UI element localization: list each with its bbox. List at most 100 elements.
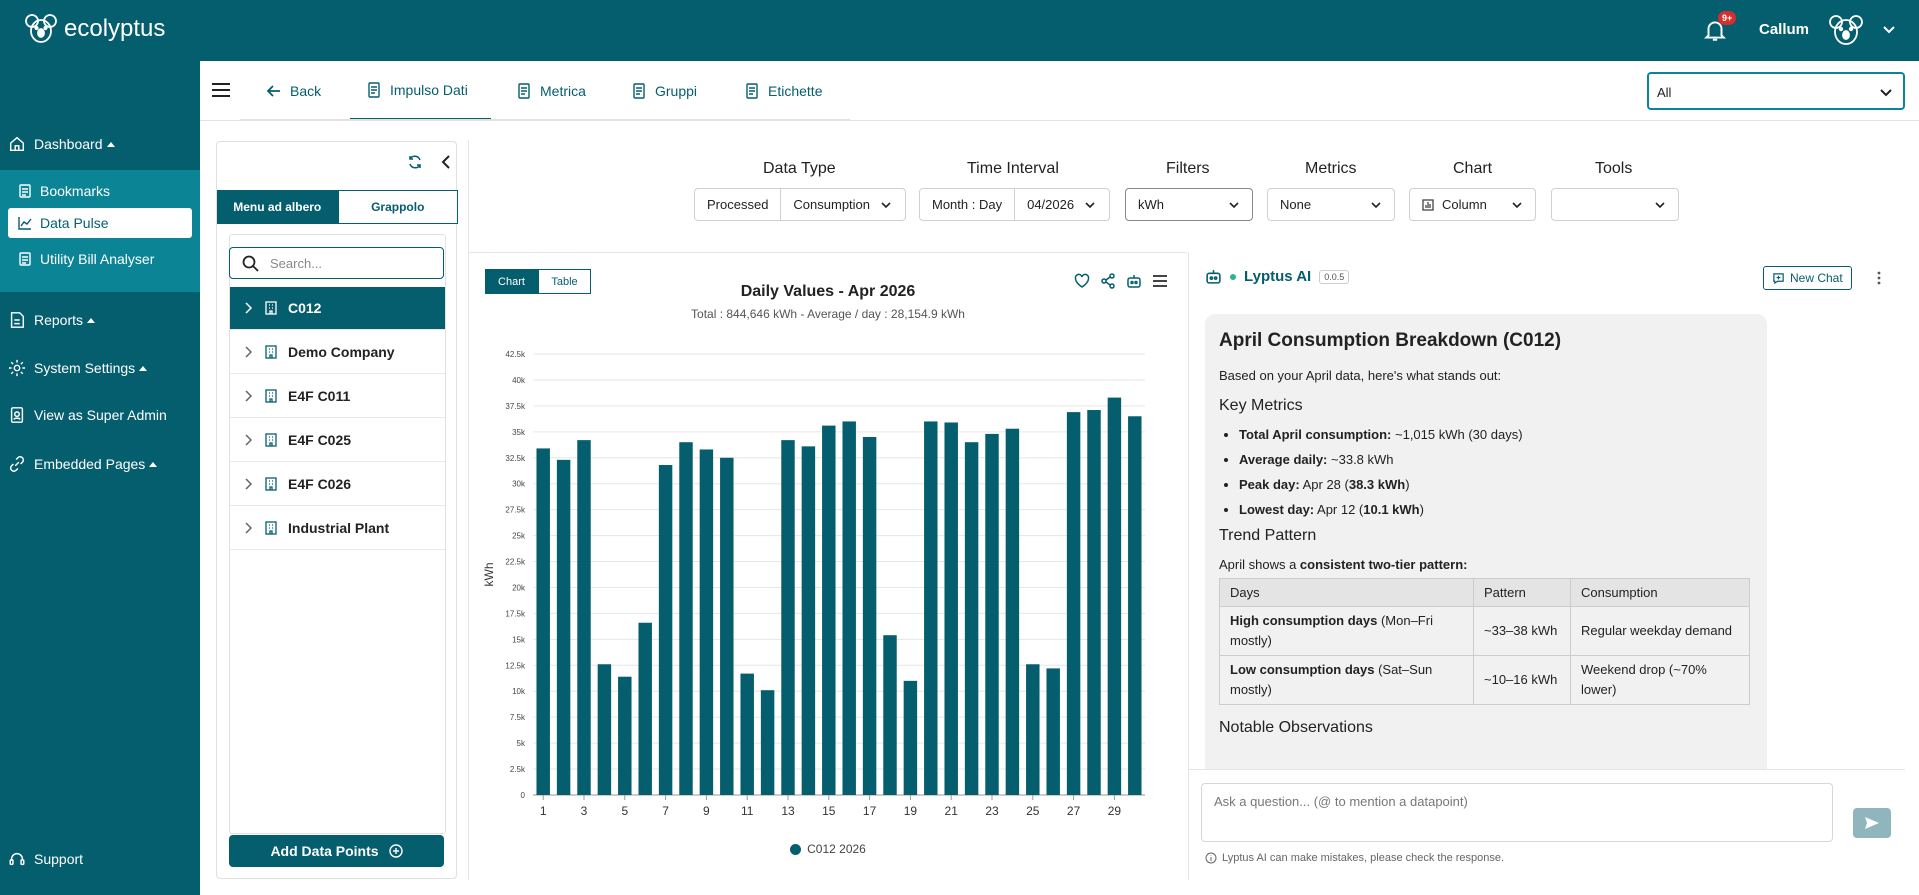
- document-icon: [518, 82, 530, 99]
- tab-impulso-dati[interactable]: Impulso Dati: [350, 61, 491, 120]
- add-data-points-button[interactable]: Add Data Points: [229, 835, 444, 867]
- bar[interactable]: [1026, 664, 1040, 795]
- bar[interactable]: [536, 448, 550, 795]
- user-avatar-icon[interactable]: [1826, 10, 1866, 50]
- chevron-right-icon[interactable]: [242, 346, 254, 358]
- chevron-right-icon[interactable]: [242, 302, 254, 314]
- brand-logo[interactable]: ecolyptus: [24, 12, 165, 46]
- back-button[interactable]: Back: [266, 61, 321, 120]
- heart-icon[interactable]: [1074, 273, 1090, 289]
- bar[interactable]: [1107, 397, 1122, 795]
- chart-view-chart[interactable]: Chart: [485, 269, 538, 294]
- bar[interactable]: [1087, 410, 1101, 795]
- bar[interactable]: [740, 673, 754, 795]
- sidebar-item-data-pulse[interactable]: Data Pulse: [8, 208, 192, 238]
- sidebar-item-utility-bill[interactable]: Utility Bill Analyser: [8, 244, 192, 274]
- tree-node-e4f-c025[interactable]: E4F C025: [230, 419, 445, 462]
- bar[interactable]: [862, 437, 877, 795]
- tree-mode-cluster[interactable]: Grappolo: [337, 190, 458, 224]
- bar[interactable]: [883, 635, 897, 795]
- bar[interactable]: [801, 446, 816, 795]
- bar[interactable]: [903, 680, 918, 795]
- link-icon: [9, 456, 25, 472]
- tab-etichette[interactable]: Etichette: [744, 61, 822, 120]
- sidebar-item-reports[interactable]: Reports: [0, 305, 200, 335]
- user-name[interactable]: Callum: [1759, 21, 1810, 38]
- tree-node-e4f-c026[interactable]: E4F C026: [230, 463, 445, 506]
- y-tick-label: 35k: [512, 428, 526, 437]
- metrics-select[interactable]: None: [1267, 188, 1395, 221]
- hamburger-menu-icon[interactable]: [212, 82, 230, 98]
- data-type-processed[interactable]: Processed: [695, 189, 782, 220]
- bar[interactable]: [760, 690, 775, 795]
- share-icon[interactable]: [1100, 273, 1116, 289]
- y-tick-label: 42.5k: [505, 350, 526, 359]
- add-data-points-label: Add Data Points: [270, 843, 379, 859]
- chevron-right-icon[interactable]: [242, 522, 254, 534]
- tree-node-label: E4F C011: [288, 388, 351, 404]
- tree-node-industrial-plant[interactable]: Industrial Plant: [230, 507, 445, 550]
- bar[interactable]: [720, 457, 734, 795]
- tab-metrica[interactable]: Metrica: [516, 61, 586, 120]
- tree-node-e4f-c011[interactable]: E4F C011: [230, 375, 445, 418]
- send-button[interactable]: [1853, 808, 1891, 838]
- metrics-value: None: [1280, 197, 1312, 212]
- notification-bell-icon[interactable]: [1702, 16, 1728, 44]
- arrow-left-icon: [266, 84, 280, 97]
- tab-gruppi[interactable]: Gruppi: [631, 61, 697, 120]
- tree-mode-tree[interactable]: Menu ad albero: [217, 190, 338, 224]
- bar[interactable]: [985, 433, 999, 795]
- scope-select[interactable]: All: [1647, 72, 1905, 110]
- bar[interactable]: [1046, 668, 1060, 795]
- time-value-select[interactable]: 04/2026: [1015, 189, 1108, 220]
- tools-select[interactable]: [1551, 188, 1679, 221]
- bar[interactable]: [1066, 412, 1081, 795]
- bar[interactable]: [1005, 428, 1020, 795]
- more-options-icon[interactable]: [1872, 270, 1886, 286]
- bar[interactable]: [597, 664, 612, 795]
- filters-select[interactable]: kWh: [1125, 188, 1253, 221]
- chevron-right-icon[interactable]: [242, 434, 254, 446]
- bar[interactable]: [556, 459, 571, 795]
- bar[interactable]: [618, 676, 632, 795]
- chart-view-table[interactable]: Table: [538, 269, 591, 294]
- chart-legend[interactable]: C012 2026: [469, 842, 1187, 856]
- chevron-right-icon[interactable]: [242, 390, 254, 402]
- tree-node-c012[interactable]: C012: [230, 287, 445, 330]
- menu-icon[interactable]: [1152, 273, 1168, 289]
- bar[interactable]: [781, 440, 795, 795]
- sidebar-item-bookmarks[interactable]: Bookmarks: [8, 176, 192, 206]
- bar[interactable]: [1128, 416, 1142, 795]
- chevron-left-icon[interactable]: [439, 154, 455, 170]
- sidebar-item-system-settings[interactable]: System Settings: [0, 353, 200, 383]
- chart-label: Chart: [1453, 160, 1493, 177]
- bar[interactable]: [699, 449, 714, 795]
- bar[interactable]: [964, 442, 979, 795]
- data-type-select[interactable]: Consumption: [781, 189, 904, 220]
- time-granularity[interactable]: Month : Day: [920, 189, 1016, 220]
- bar[interactable]: [658, 465, 673, 795]
- sidebar-item-support[interactable]: Support: [8, 850, 83, 868]
- bar[interactable]: [638, 622, 652, 795]
- building-icon: [265, 301, 277, 315]
- chevron-right-icon[interactable]: [242, 478, 254, 490]
- bar[interactable]: [944, 422, 958, 795]
- bar[interactable]: [924, 421, 938, 795]
- tree-node-demo-company[interactable]: Demo Company: [230, 331, 445, 374]
- sidebar-item-embedded-pages[interactable]: Embedded Pages: [0, 449, 200, 479]
- ask-input[interactable]: Ask a question... (@ to mention a datapo…: [1201, 783, 1833, 842]
- list-item: Total April consumption: ~1,015 kWh (30 …: [1239, 427, 1753, 442]
- search-input[interactable]: Search...: [229, 247, 444, 279]
- chevron-down-icon[interactable]: [1882, 22, 1896, 36]
- new-chat-button[interactable]: New Chat: [1763, 266, 1852, 290]
- bar[interactable]: [577, 440, 591, 795]
- sidebar-item-dashboard[interactable]: Dashboard: [0, 129, 200, 159]
- bar[interactable]: [842, 421, 856, 795]
- robot-icon[interactable]: [1126, 273, 1142, 289]
- refresh-icon[interactable]: [407, 154, 423, 170]
- chart-type-select[interactable]: Column: [1409, 188, 1536, 221]
- bar[interactable]: [679, 442, 693, 795]
- bar[interactable]: [822, 425, 836, 795]
- sidebar-item-view-as-super-admin[interactable]: View as Super Admin: [0, 400, 200, 430]
- filters-label: Filters: [1166, 160, 1210, 177]
